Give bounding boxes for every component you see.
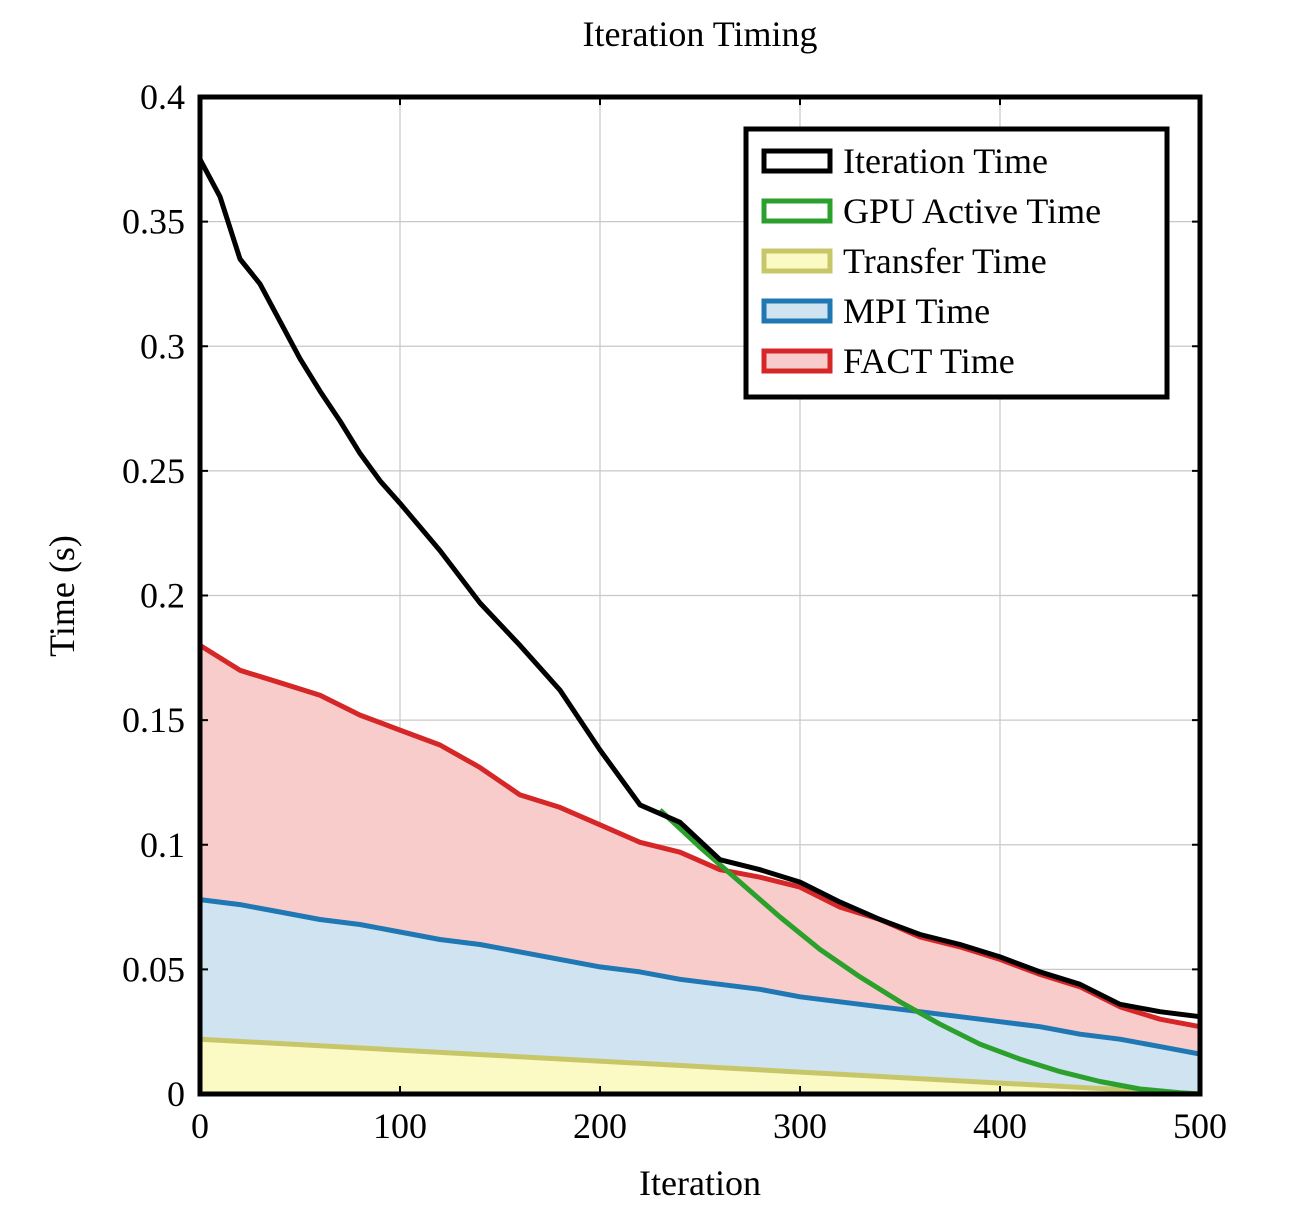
mpi-time-area xyxy=(200,899,1200,1094)
y-tick-label: 0.05 xyxy=(122,949,185,989)
chart-title: Iteration Timing xyxy=(582,14,817,54)
x-tick-label: 200 xyxy=(573,1106,627,1146)
y-axis-label: Time (s) xyxy=(42,535,82,657)
legend-label-transfer-time: Transfer Time xyxy=(843,241,1047,281)
transfer-time-line xyxy=(199,1036,1201,1097)
mpi-time-line xyxy=(199,897,1201,1057)
legend-swatch-iteration-time xyxy=(761,148,833,174)
y-tick-label: 0.15 xyxy=(122,700,185,740)
legend: Iteration Time GPU Active Time Transfer Ti… xyxy=(743,126,1170,400)
y-axis-ticks: 0 0.05 0.1 0.15 0.2 0.25 0.3 0.35 0.4 xyxy=(122,77,1200,1114)
x-tick-label: 400 xyxy=(973,1106,1027,1146)
iteration-time-line xyxy=(197,158,1201,1020)
legend-label-iteration-time: Iteration Time xyxy=(843,141,1048,181)
legend-swatch-transfer-time xyxy=(761,248,833,274)
legend-label-gpu-active-time: GPU Active Time xyxy=(843,191,1101,231)
legend-swatch-fact-time xyxy=(761,348,833,374)
legend-label-fact-time: FACT Time xyxy=(843,341,1015,381)
plot-lines xyxy=(197,158,1201,1097)
x-axis-ticks: 0 100 200 300 400 500 xyxy=(191,97,1227,1146)
legend-swatch-mpi-time xyxy=(761,298,833,324)
legend-swatch-gpu-active-time xyxy=(761,198,833,224)
y-tick-label: 0 xyxy=(167,1074,185,1114)
y-tick-label: 0.2 xyxy=(140,576,185,616)
x-axis-label: Iteration xyxy=(639,1163,761,1203)
x-tick-label: 100 xyxy=(373,1106,427,1146)
y-tick-label: 0.1 xyxy=(140,825,185,865)
x-tick-label: 500 xyxy=(1173,1106,1227,1146)
y-tick-label: 0.35 xyxy=(122,202,185,242)
plot-areas xyxy=(198,643,1201,1097)
y-tick-label: 0.4 xyxy=(140,77,185,117)
y-tick-label: 0.25 xyxy=(122,451,185,491)
y-tick-label: 0.3 xyxy=(140,326,185,366)
legend-label-mpi-time: MPI Time xyxy=(843,291,990,331)
gpu-active-time-line xyxy=(658,808,1201,1097)
x-tick-label: 300 xyxy=(773,1106,827,1146)
x-tick-label: 0 xyxy=(191,1106,209,1146)
